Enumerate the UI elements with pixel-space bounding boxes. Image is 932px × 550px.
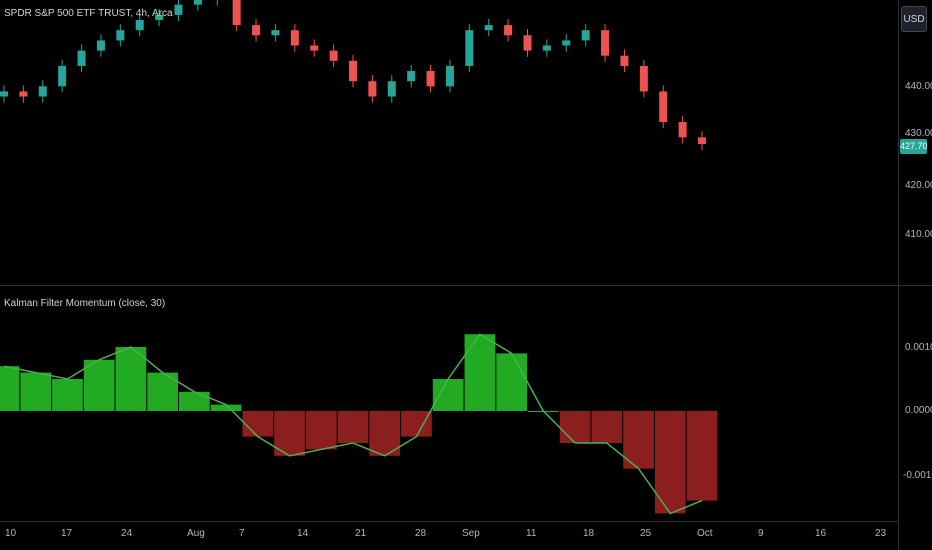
- time-label: Sep: [462, 528, 480, 539]
- candle: [349, 54, 357, 88]
- symbol-title[interactable]: SPDR S&P 500 ETF TRUST, 4h, Arca: [4, 8, 173, 19]
- time-label: 9: [758, 528, 764, 539]
- time-label: 17: [61, 528, 73, 539]
- histogram-bar: [274, 411, 305, 456]
- candle: [504, 18, 513, 42]
- histogram-bar: [686, 411, 718, 501]
- indicator-tick: 0.0000: [905, 405, 932, 416]
- candle: [484, 18, 493, 37]
- candle: [445, 59, 454, 93]
- candle: [581, 24, 590, 47]
- candle: [77, 44, 86, 73]
- candle: [698, 131, 706, 151]
- price-tick: 440.00: [905, 81, 932, 92]
- histogram-bar: [305, 411, 337, 450]
- histogram-bar: [623, 411, 654, 469]
- candle: [155, 8, 164, 27]
- time-label: 16: [815, 528, 827, 539]
- momentum-line: [3, 333, 703, 515]
- candle: [271, 24, 280, 42]
- candle: [601, 24, 610, 62]
- candle: [19, 85, 28, 103]
- momentum-histogram: [0, 334, 718, 514]
- candle: [38, 80, 47, 103]
- time-label: 18: [583, 528, 595, 539]
- candle: [387, 75, 396, 103]
- histogram-bar: [0, 366, 20, 411]
- last-price-badge: 427.70: [900, 139, 928, 154]
- candle: [407, 64, 416, 88]
- candle: [368, 75, 377, 103]
- candle: [620, 49, 629, 73]
- candle: [678, 115, 687, 144]
- candle: [0, 85, 8, 103]
- candle: [659, 85, 668, 129]
- histogram-bar: [210, 404, 242, 411]
- candle: [96, 34, 105, 57]
- histogram-bar: [115, 347, 147, 411]
- currency-button[interactable]: USD: [901, 6, 927, 32]
- histogram-bar: [654, 411, 686, 514]
- histogram-bar: [337, 411, 369, 443]
- time-label: 11: [526, 528, 537, 539]
- candle: [135, 13, 144, 37]
- histogram-bar: [464, 334, 496, 411]
- candle: [639, 59, 648, 98]
- candle: [562, 34, 571, 52]
- histogram-bar: [559, 411, 591, 443]
- time-label: Aug: [187, 528, 205, 539]
- candle: [542, 39, 551, 57]
- histogram-bar: [179, 391, 210, 411]
- histogram-bar: [432, 379, 464, 411]
- time-label: 28: [415, 528, 427, 539]
- histogram-bar: [496, 353, 527, 411]
- candle: [174, 0, 183, 22]
- candle: [252, 18, 261, 42]
- time-label: Oct: [697, 528, 713, 539]
- time-label: 7: [239, 528, 245, 539]
- time-label: 21: [355, 528, 367, 539]
- candle: [310, 39, 319, 57]
- indicator-title[interactable]: Kalman Filter Momentum (close, 30): [4, 298, 166, 309]
- histogram-bar: [591, 411, 623, 443]
- candle: [426, 64, 435, 93]
- candle: [193, 0, 202, 11]
- candlestick-series: [0, 0, 706, 151]
- candle: [116, 24, 125, 47]
- histogram-bar: [83, 359, 115, 411]
- histogram-bar: [401, 411, 432, 437]
- time-label: 25: [640, 528, 652, 539]
- histogram-bar: [369, 411, 401, 456]
- candle: [58, 59, 67, 93]
- histogram-bar: [52, 379, 83, 411]
- price-tick: 430.00: [905, 128, 932, 139]
- time-label: 14: [297, 528, 309, 539]
- price-tick: 420.00: [905, 180, 932, 191]
- histogram-bar: [242, 411, 274, 437]
- histogram-bar: [20, 372, 52, 411]
- time-label: 10: [5, 528, 17, 539]
- candle: [465, 24, 474, 73]
- candle: [232, 0, 241, 32]
- candle: [216, 0, 218, 6]
- candle: [290, 24, 299, 52]
- candle: [523, 29, 532, 57]
- time-label: 24: [121, 528, 133, 539]
- time-label: 23: [875, 528, 887, 539]
- price-tick: 410.00: [905, 229, 932, 240]
- candle: [329, 44, 338, 67]
